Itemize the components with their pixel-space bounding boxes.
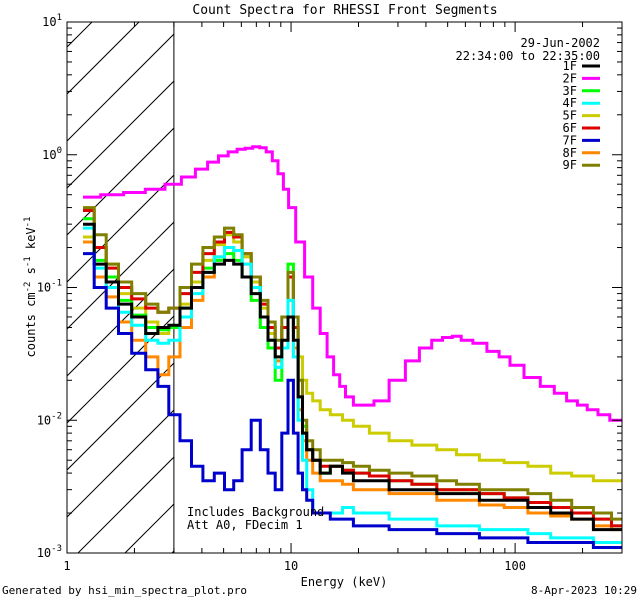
footer-generated-by: Generated by hsi_min_spectra_plot.pro <box>2 584 247 597</box>
hatch-line <box>67 33 174 142</box>
footer-date: 8-Apr-2023 10:29 <box>531 584 637 597</box>
y-tick-label: 10-3 <box>37 544 62 560</box>
legend-label-3F: 3F <box>563 84 577 98</box>
legend-label-4F: 4F <box>563 96 577 110</box>
annotation-background: Includes Background <box>187 505 324 519</box>
y-tick-label: 10-2 <box>37 411 62 427</box>
x-tick-label: 10 <box>284 559 298 573</box>
series-line-5F <box>83 233 622 483</box>
y-tick-label: 100 <box>42 146 62 162</box>
legend-label-9F: 9F <box>563 158 577 172</box>
series-line-2F <box>83 145 622 422</box>
hatch-line <box>77 456 174 553</box>
hatch-line <box>67 221 174 330</box>
legend-label-7F: 7F <box>563 133 577 147</box>
series-layer <box>83 145 622 549</box>
series-line-7F <box>83 252 622 549</box>
hatch-line <box>67 362 174 471</box>
legend-label-2F: 2F <box>563 71 577 85</box>
annotation-attenuator: Att A0, FDecim 1 <box>187 518 303 532</box>
attenuator-hatch-region <box>67 0 640 553</box>
series-line-9F <box>83 206 622 521</box>
x-tick-labels: 1 10 100 <box>63 559 526 573</box>
legend-label-8F: 8F <box>563 146 577 160</box>
x-tick-label: 100 <box>504 559 526 573</box>
series-line-1F <box>83 222 622 532</box>
time-range-label: 22:34:00 to 22:35:00 <box>456 49 601 63</box>
y-tick-label: 10-1 <box>37 279 62 295</box>
legend-label-1F: 1F <box>563 59 577 73</box>
axis-ticks <box>66 22 623 554</box>
x-axis-label: Energy (keV) <box>301 575 388 589</box>
hatch-line <box>67 409 174 518</box>
y-tick-label: 101 <box>42 13 62 29</box>
date-label: 29-Jun-2002 <box>521 36 600 50</box>
chart-title: Count Spectra for RHESSI Front Segments <box>192 3 497 18</box>
hatch-line <box>67 22 140 95</box>
legend-label-6F: 6F <box>563 121 577 135</box>
y-tick-labels: 10-3 10-2 10-1 100 101 <box>37 13 62 560</box>
legend-label-5F: 5F <box>563 109 577 123</box>
hatch-line <box>67 174 174 283</box>
y-axis-label: counts cm-2 s-1 keV-1 <box>23 217 38 358</box>
x-tick-label: 1 <box>63 559 70 573</box>
hatch-line <box>266 0 640 553</box>
